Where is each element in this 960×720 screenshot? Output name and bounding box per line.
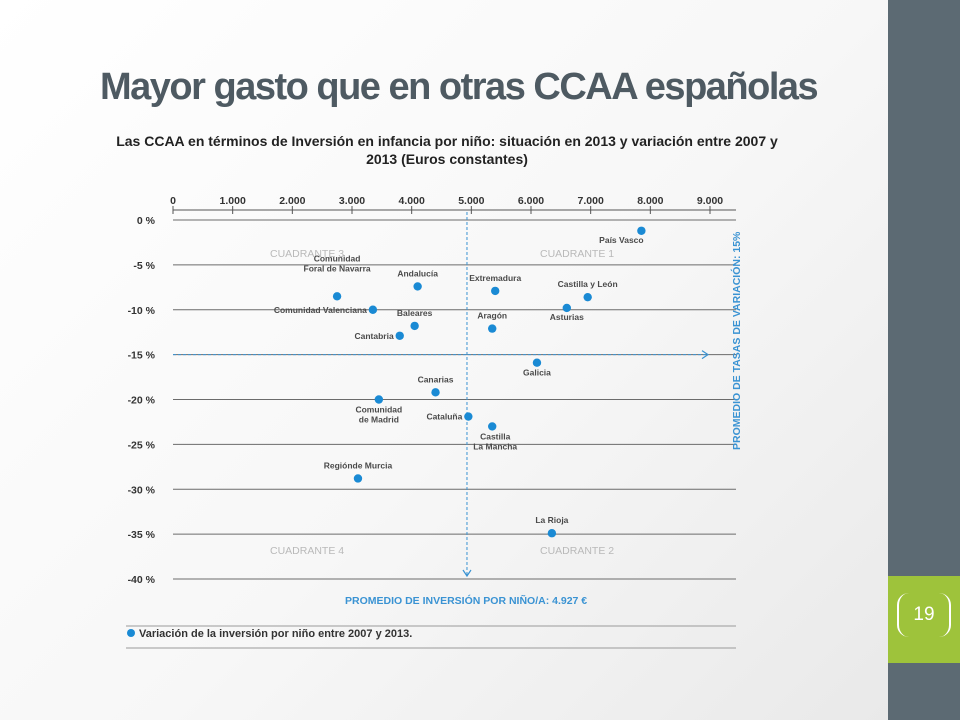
legend — [126, 625, 736, 649]
x-tick-label: 4.000 — [399, 195, 425, 207]
quadrant-label-3: CUADRANTE 3 — [270, 248, 344, 260]
data-point — [491, 286, 500, 296]
point-label: Comunidad — [314, 253, 361, 263]
chart-title: Las CCAA en términos de Inversión en inf… — [116, 133, 778, 167]
y-tick-label: -20 % — [128, 395, 156, 407]
x-tick-label: 8.000 — [637, 195, 663, 207]
point-label: Foral de Navarra — [304, 263, 371, 273]
slide-number: 19 — [897, 593, 951, 637]
data-point — [488, 422, 497, 431]
point-label: Cataluña — [426, 412, 462, 422]
point-label: Regiónde Murcia — [324, 460, 393, 470]
data-point — [532, 358, 542, 367]
data-point — [374, 395, 384, 404]
quadrant-label-4: CUADRANTE 4 — [270, 545, 344, 557]
quadrant-label-2: CUADRANTE 2 — [540, 545, 614, 557]
point-label: Extremadura — [469, 273, 521, 283]
x-tick-label: 6.000 — [518, 195, 544, 207]
data-point — [431, 388, 440, 397]
data-point — [368, 305, 378, 314]
point-label: Andalucía — [397, 268, 438, 278]
point-label: Comunidad Valenciana — [274, 305, 367, 315]
y-tick-label: -35 % — [128, 529, 156, 541]
legend-label: Variación de la inversión por niño entre… — [139, 628, 412, 640]
reference-lines — [173, 212, 710, 578]
y-tick-label: -25 % — [128, 439, 156, 451]
scatter-chart: CUADRANTE 3 CUADRANTE 1 CUADRANTE 4 CUAD… — [126, 195, 743, 649]
point-label: Castilla y León — [558, 279, 618, 289]
point-label: de Madrid — [359, 415, 399, 425]
grid-lines — [172, 206, 736, 580]
data-point — [395, 331, 404, 340]
avg-variation-label: PROMEDIO DE TASAS DE VARIACIÓN: 15% — [730, 231, 743, 450]
x-tick-label: 9.000 — [697, 195, 723, 207]
data-point — [547, 529, 557, 538]
y-tick-label: -5 % — [133, 260, 155, 272]
point-label: Baleares — [397, 308, 433, 318]
y-tick-label: -15 % — [128, 350, 156, 362]
slide-title: Mayor gasto que en otras CCAA españolas — [100, 66, 819, 108]
data-point — [488, 324, 497, 333]
point-label: Canarias — [418, 374, 454, 384]
y-tick-label: 0 % — [137, 215, 156, 227]
x-tick-label: 3.000 — [339, 195, 365, 207]
point-label: Aragón — [477, 311, 507, 321]
avg-variation-arrowhead — [701, 350, 710, 360]
x-tick-label: 2.000 — [279, 195, 305, 207]
x-tick-label: 1.000 — [220, 195, 246, 207]
accent-band — [888, 576, 960, 663]
point-label: La Rioja — [535, 515, 568, 525]
point-label: Castilla — [480, 431, 511, 441]
data-point — [464, 412, 473, 421]
y-tick-label: -10 % — [128, 305, 156, 317]
axis-labels: CUADRANTE 3 CUADRANTE 1 CUADRANTE 4 CUAD… — [128, 195, 743, 640]
data-point — [583, 292, 592, 302]
point-label: Comunidad — [355, 405, 402, 415]
data-point — [410, 321, 419, 331]
data-point — [353, 474, 363, 483]
quadrant-label-1: CUADRANTE 1 — [540, 248, 614, 260]
avg-investment-arrowhead — [462, 569, 472, 578]
slide-background — [0, 0, 888, 720]
point-label: Galicia — [523, 368, 551, 378]
point-label: Asturias — [550, 312, 584, 322]
legend-marker — [127, 629, 135, 637]
x-tick-label: 5.000 — [458, 195, 484, 207]
data-point — [413, 282, 422, 291]
y-tick-label: -30 % — [128, 484, 156, 496]
x-tick-label: 0 — [170, 195, 176, 207]
point-label: La Mancha — [473, 441, 517, 451]
data-point — [332, 292, 342, 301]
data-point — [637, 226, 646, 235]
x-tick-label: 7.000 — [578, 195, 604, 207]
point-label: País Vasco — [599, 235, 643, 245]
data-point — [562, 303, 571, 313]
point-label: Cantabria — [355, 331, 394, 341]
y-tick-label: -40 % — [128, 574, 156, 586]
avg-investment-label: PROMEDIO DE INVERSIÓN POR NIÑO/A: 4.927 … — [345, 594, 587, 607]
